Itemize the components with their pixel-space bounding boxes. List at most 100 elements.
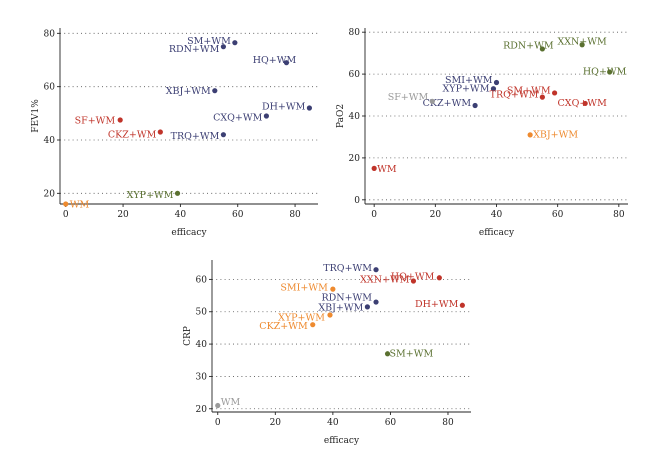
data-point: [330, 286, 336, 292]
data-label: WM: [70, 200, 90, 211]
data-point: [327, 312, 333, 318]
data-label: SM+WM: [507, 85, 551, 96]
y-axis-label: FEV1%: [31, 99, 41, 133]
data-point: [373, 299, 379, 305]
data-point: [539, 94, 545, 100]
data-label: SF+WM: [388, 92, 429, 103]
chart-crp: 20 30 40 50 60 0 20 40 60 80 efficacy CRP TRQ+WM HQ+W…: [183, 260, 471, 446]
x-axis-label: efficacy: [171, 228, 207, 238]
data-point: [429, 98, 435, 104]
data-label: SM+WM: [187, 36, 231, 47]
x-axis-label: efficacy: [324, 436, 360, 446]
x-tick-label: 40: [175, 210, 187, 220]
data-label: RDN+WM: [321, 293, 372, 304]
data-label: CKZ+WM: [423, 98, 472, 109]
x-tick-label: 20: [270, 418, 282, 428]
x-tick-label: 60: [552, 210, 564, 220]
data-point: [306, 105, 312, 111]
x-tick-label: 80: [442, 418, 454, 428]
data-point: [436, 275, 442, 281]
y-tick-label: 20: [196, 405, 208, 415]
y-tick-label: 40: [349, 112, 361, 122]
data-label: DH+WM: [262, 102, 306, 113]
data-point: [490, 86, 497, 92]
data-label: XXN+WM: [557, 36, 607, 47]
data-label: RDN+WM: [503, 40, 554, 51]
data-point: [552, 90, 558, 96]
data-label: CKZ+WM: [259, 321, 308, 332]
data-point: [579, 42, 585, 48]
data-label: DH+WM: [415, 299, 459, 310]
data-label: XYP+WM: [127, 190, 174, 201]
data-label: XYP+WM: [443, 83, 490, 94]
data-point: [283, 60, 290, 66]
data-point: [212, 88, 218, 94]
x-tick-label: 20: [430, 210, 442, 220]
y-tick-label: 80: [44, 29, 56, 39]
x-tick-label: 0: [215, 418, 221, 428]
data-point: [373, 267, 379, 273]
data-point: [371, 165, 377, 171]
x-tick-label: 60: [385, 418, 397, 428]
y-tick-label: 80: [349, 28, 361, 38]
data-label: XBJ+WM: [166, 86, 211, 97]
data-label: CXQ+WM: [558, 98, 608, 109]
data-point: [232, 40, 238, 46]
data-point: [607, 69, 613, 75]
data-point: [157, 129, 163, 135]
x-tick-label: 80: [289, 210, 301, 220]
data-point: [215, 402, 221, 409]
data-point: [472, 102, 478, 109]
x-tick-label: 20: [117, 210, 129, 220]
data-point: [117, 117, 123, 123]
x-tick-label: 0: [63, 210, 69, 220]
x-tick-label: 40: [327, 418, 339, 428]
data-point: [63, 201, 69, 207]
x-axis-label: efficacy: [479, 228, 515, 238]
data-point: [527, 132, 533, 138]
data-point: [582, 100, 588, 107]
data-label: TRQ+WM: [323, 263, 372, 274]
data-label: HQ+WM: [253, 55, 297, 66]
data-label: XBJ+WM: [533, 129, 578, 140]
y-tick-label: 60: [196, 275, 208, 285]
y-tick-label: 40: [196, 340, 208, 350]
data-label: TRQ+WM: [171, 131, 220, 142]
data-label: SF+WM: [75, 116, 116, 127]
y-axis-label: PaO2: [336, 104, 346, 128]
y-tick-label: 30: [196, 372, 208, 382]
data-point: [220, 132, 226, 138]
data-label: SMI+WM: [445, 75, 493, 86]
y-tick-label: 20: [44, 189, 56, 199]
data-label: CXQ+WM: [213, 113, 263, 124]
x-tick-label: 80: [613, 210, 625, 220]
data-label: TRQ+WM: [490, 90, 539, 101]
data-point: [174, 190, 181, 196]
data-point: [459, 302, 465, 308]
data-label: HQ+WM: [391, 271, 435, 282]
data-point: [410, 278, 417, 284]
y-tick-label: 40: [44, 136, 56, 146]
data-label: SM+WM: [390, 348, 434, 359]
data-label: WM: [221, 397, 241, 408]
x-tick-label: 60: [232, 210, 244, 220]
chart-fev1-: 20 40 60 80 0 20 40 60 80 efficacy FEV1% SM+WMRDN+W…: [31, 28, 318, 238]
data-label: HQ+WM: [583, 67, 627, 78]
y-tick-label: 50: [196, 308, 208, 318]
data-point: [384, 351, 391, 357]
data-label: RDN+WM: [169, 44, 220, 55]
x-tick-label: 40: [491, 210, 503, 220]
data-label: WM: [377, 164, 397, 175]
data-label: XBJ+WM: [318, 302, 363, 313]
data-label: XXN+WM: [360, 275, 410, 286]
data-label: SMI+WM: [280, 283, 328, 294]
x-tick-label: 0: [371, 210, 377, 220]
y-tick-label: 20: [349, 154, 361, 164]
data-point: [310, 322, 316, 328]
y-axis-label: CRP: [183, 326, 193, 346]
data-label: CKZ+WM: [108, 130, 157, 141]
data-point: [364, 304, 370, 310]
data-label: XYP+WM: [278, 312, 325, 323]
data-point: [263, 113, 269, 119]
